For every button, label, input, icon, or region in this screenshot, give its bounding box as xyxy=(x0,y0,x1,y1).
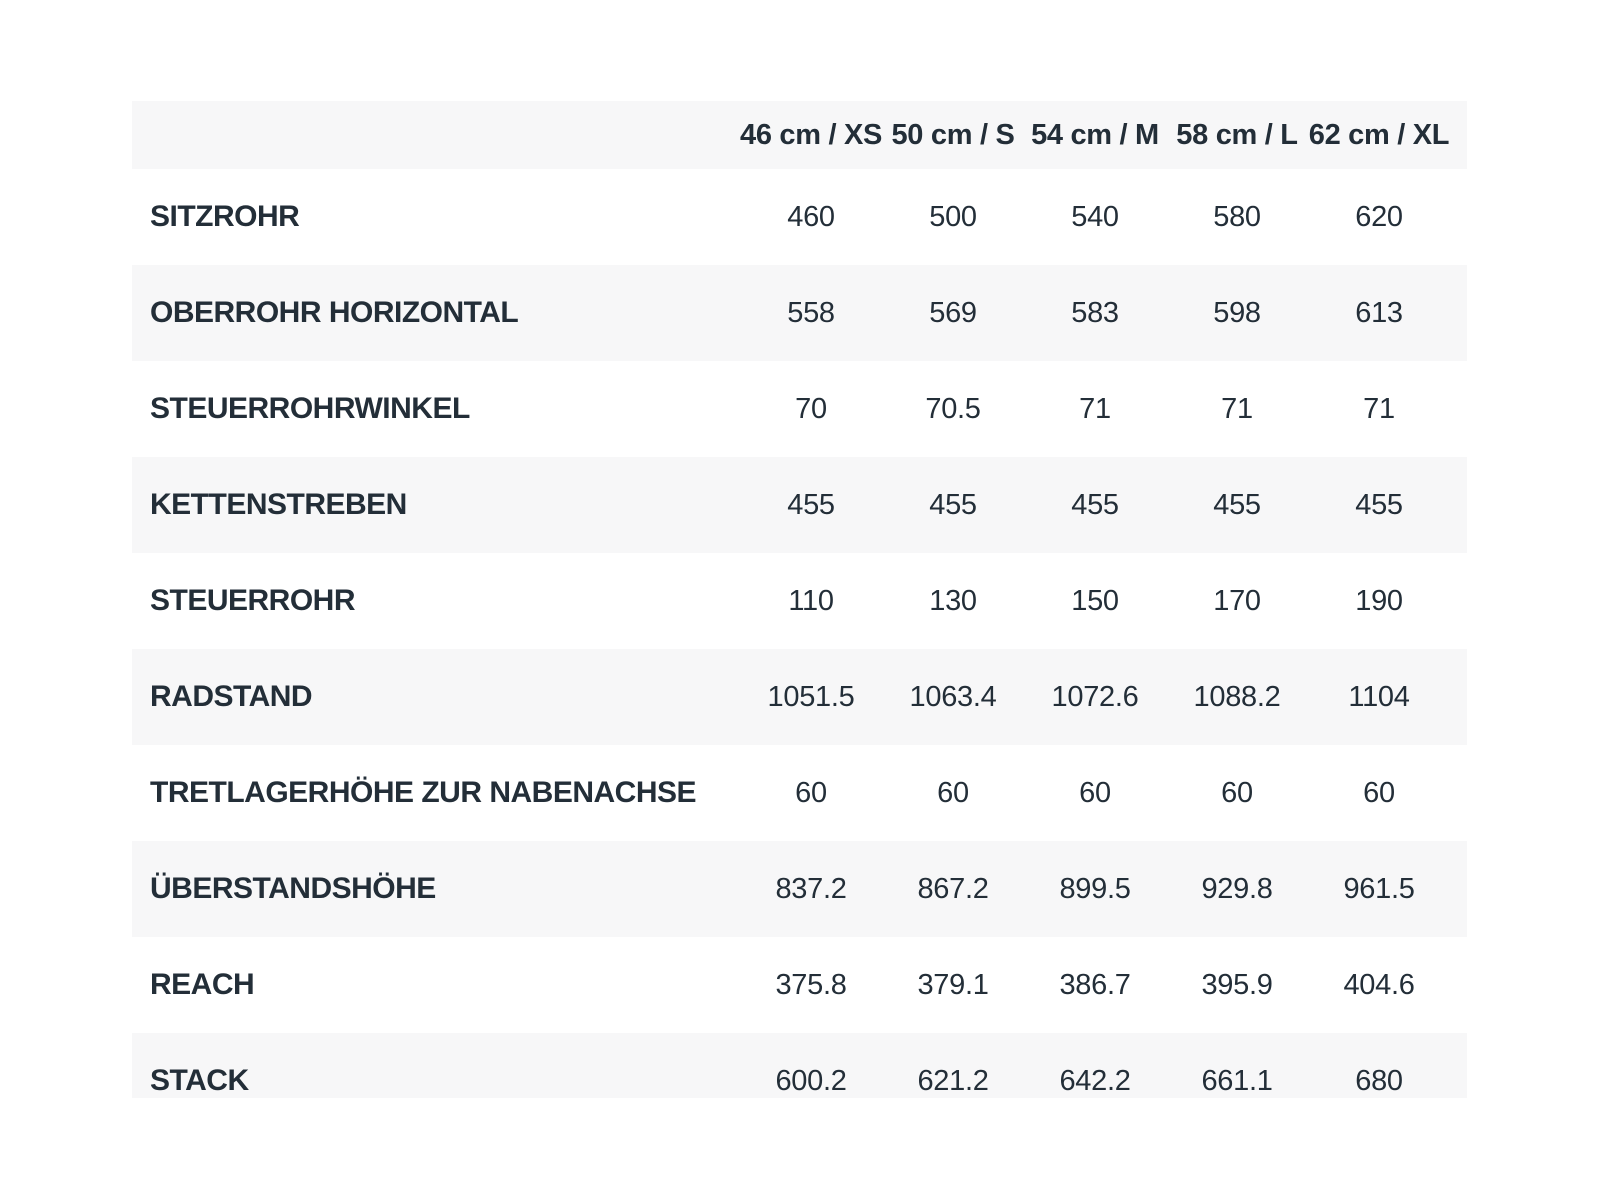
cell-value: 583 xyxy=(1071,296,1119,329)
cell-value: 899.5 xyxy=(1059,872,1131,905)
cell-value: 1088.2 xyxy=(1193,680,1281,713)
row-label: OBERROHR HORIZONTAL xyxy=(150,296,519,329)
cell-value: 150 xyxy=(1071,584,1119,617)
spacer-cell xyxy=(1450,457,1467,553)
cell-value: 455 xyxy=(1071,488,1119,521)
table-body: SITZROHR 460 500 540 580 620 OBERROHR HORIZONT… xyxy=(132,169,1467,1098)
cell-value: 620 xyxy=(1355,200,1403,233)
cell-value: 837.2 xyxy=(775,872,847,905)
geometry-table: 46 cm / XS 50 cm / S 54 cm / M 58 cm / L 62 … xyxy=(132,101,1467,1098)
column-header: 46 cm / XS xyxy=(740,118,883,151)
cell-value: 661.1 xyxy=(1201,1064,1273,1097)
cell-value: 379.1 xyxy=(917,968,989,1001)
cell-value: 613 xyxy=(1355,296,1403,329)
cell-value: 71 xyxy=(1221,392,1253,425)
cell-value: 404.6 xyxy=(1343,968,1415,1001)
cell-value: 580 xyxy=(1213,200,1261,233)
cell-value: 71 xyxy=(1363,392,1395,425)
corner-cell xyxy=(132,101,740,169)
row-label: STACK xyxy=(150,1064,249,1097)
column-header: 58 cm / L xyxy=(1176,118,1298,151)
cell-value: 455 xyxy=(787,488,835,521)
row-label: STEUERROHRWINKEL xyxy=(150,392,470,425)
table-row: RADSTAND 1051.5 1063.4 1072.6 1088.2 1104 xyxy=(132,649,1467,745)
spacer-cell xyxy=(1450,361,1467,457)
cell-value: 621.2 xyxy=(917,1064,989,1097)
cell-value: 1051.5 xyxy=(767,680,855,713)
cell-value: 170 xyxy=(1213,584,1261,617)
table-row: SITZROHR 460 500 540 580 620 xyxy=(132,169,1467,265)
cell-value: 70.5 xyxy=(925,392,981,425)
geometry-table-viewport: 46 cm / XS 50 cm / S 54 cm / M 58 cm / L 62 … xyxy=(132,101,1467,1098)
cell-value: 1063.4 xyxy=(909,680,997,713)
cell-value: 190 xyxy=(1355,584,1403,617)
cell-value: 500 xyxy=(929,200,977,233)
cell-value: 540 xyxy=(1071,200,1119,233)
spacer-cell xyxy=(1450,649,1467,745)
table-row: STEUERROHR 110 130 150 170 190 xyxy=(132,553,1467,649)
row-label: SITZROHR xyxy=(150,200,300,233)
spacer-cell xyxy=(1450,265,1467,361)
cell-value: 386.7 xyxy=(1059,968,1131,1001)
table-row: KETTENSTREBEN 455 455 455 455 455 xyxy=(132,457,1467,553)
cell-value: 375.8 xyxy=(775,968,847,1001)
cell-value: 460 xyxy=(787,200,835,233)
cell-value: 680 xyxy=(1355,1064,1403,1097)
table-row: OBERROHR HORIZONTAL 558 569 583 598 613 xyxy=(132,265,1467,361)
cell-value: 130 xyxy=(929,584,977,617)
cell-value: 60 xyxy=(1079,776,1111,809)
column-header: 54 cm / M xyxy=(1031,118,1159,151)
cell-value: 60 xyxy=(795,776,827,809)
cell-value: 1104 xyxy=(1348,680,1410,713)
table-row: STACK 600.2 621.2 642.2 661.1 680 xyxy=(132,1033,1467,1098)
cell-value: 642.2 xyxy=(1059,1064,1131,1097)
table-row: REACH 375.8 379.1 386.7 395.9 404.6 xyxy=(132,937,1467,1033)
row-label: KETTENSTREBEN xyxy=(150,488,407,521)
cell-value: 598 xyxy=(1213,296,1261,329)
cell-value: 70 xyxy=(795,392,827,425)
spacer-cell xyxy=(1450,745,1467,841)
cell-value: 558 xyxy=(787,296,835,329)
cell-value: 600.2 xyxy=(775,1064,847,1097)
cell-value: 455 xyxy=(1355,488,1403,521)
row-label: REACH xyxy=(150,968,255,1001)
cell-value: 929.8 xyxy=(1201,872,1273,905)
table-header: 46 cm / XS 50 cm / S 54 cm / M 58 cm / L 62 … xyxy=(132,101,1467,169)
table-row: TRETLAGERHÖHE ZUR NABENACHSE 60 60 60 60 60 xyxy=(132,745,1467,841)
cell-value: 110 xyxy=(788,584,834,617)
header-row: 46 cm / XS 50 cm / S 54 cm / M 58 cm / L 62 … xyxy=(132,101,1467,169)
cell-value: 455 xyxy=(1213,488,1261,521)
spacer-cell xyxy=(1450,169,1467,265)
row-label: TRETLAGERHÖHE ZUR NABENACHSE xyxy=(150,776,697,809)
spacer-cell xyxy=(1450,937,1467,1033)
cell-value: 71 xyxy=(1079,392,1111,425)
table-row: ÜBERSTANDSHÖHE 837.2 867.2 899.5 929.8 961.5 xyxy=(132,841,1467,937)
row-label: RADSTAND xyxy=(150,680,313,713)
row-label: STEUERROHR xyxy=(150,584,356,617)
cell-value: 60 xyxy=(1363,776,1395,809)
spacer-cell xyxy=(1450,101,1467,169)
cell-value: 60 xyxy=(937,776,969,809)
spacer-cell xyxy=(1450,841,1467,937)
cell-value: 455 xyxy=(929,488,977,521)
column-header: 50 cm / S xyxy=(891,118,1015,151)
row-label: ÜBERSTANDSHÖHE xyxy=(150,872,436,905)
cell-value: 60 xyxy=(1221,776,1253,809)
spacer-cell xyxy=(1450,553,1467,649)
cell-value: 867.2 xyxy=(917,872,989,905)
table-row: STEUERROHRWINKEL 70 70.5 71 71 71 xyxy=(132,361,1467,457)
cell-value: 1072.6 xyxy=(1051,680,1139,713)
column-header: 62 cm / XL xyxy=(1308,118,1450,151)
cell-value: 395.9 xyxy=(1201,968,1273,1001)
cell-value: 569 xyxy=(929,296,977,329)
spacer-cell xyxy=(1450,1033,1467,1098)
cell-value: 961.5 xyxy=(1343,872,1415,905)
